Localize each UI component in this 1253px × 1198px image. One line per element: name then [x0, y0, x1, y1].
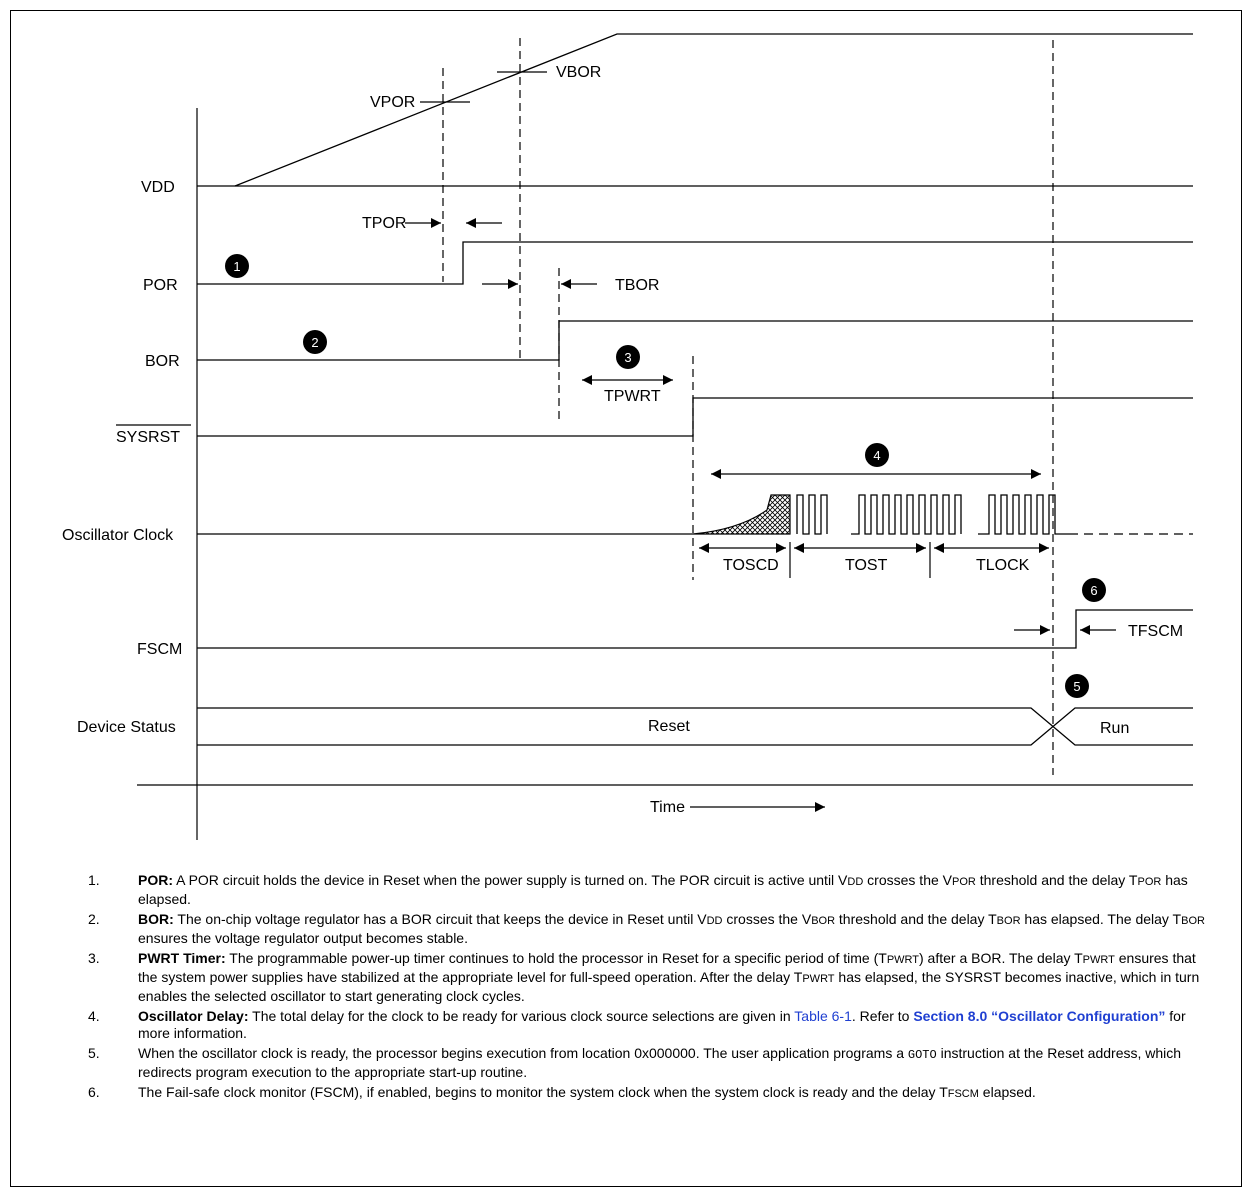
note-title: POR: — [138, 872, 173, 888]
note-3: 3. PWRT Timer: The programmable power-up… — [88, 950, 1200, 1004]
marker-3: 3 — [616, 345, 640, 369]
status-reset-text: Reset — [648, 718, 690, 735]
tbor-label: TBOR — [615, 277, 659, 294]
bor-trace — [197, 320, 1193, 361]
vdd-label: VDD — [141, 179, 175, 196]
oscillator-trace — [197, 494, 1193, 535]
marker-1: 1 — [225, 254, 249, 278]
marker-2: 2 — [303, 330, 327, 354]
marker-5: 5 — [1065, 674, 1089, 698]
note-title: Oscillator Delay: — [138, 1008, 249, 1024]
svg-text:4: 4 — [873, 448, 880, 463]
time-label: Time — [650, 799, 685, 816]
sysrst-trace — [197, 397, 1193, 437]
tfscm-label: TFSCM — [1128, 623, 1183, 640]
device-status-trace — [197, 707, 1193, 746]
note-1: 1. POR: A POR circuit holds the device i… — [88, 872, 1188, 907]
note-number: 1. — [88, 872, 100, 888]
note-number: 4. — [88, 1008, 100, 1024]
section-8-0-link[interactable]: Section 8.0 “Oscillator Configuration” — [913, 1008, 1166, 1024]
note-number: 2. — [88, 911, 100, 927]
note-number: 5. — [88, 1045, 100, 1061]
notes-list: 1. POR: A POR circuit holds the device i… — [88, 872, 1208, 1106]
marker-6: 6 — [1082, 578, 1106, 602]
sysrst-label: SYSRST — [116, 429, 180, 446]
status-label: Device Status — [77, 719, 176, 736]
timing-diagram: VDD VPOR VBOR TPOR POR TBOR BOR TPWRT SY… — [62, 33, 1193, 840]
tpor-label: TPOR — [362, 215, 406, 232]
goto-code: GOTO — [907, 1048, 937, 1062]
por-label: POR — [143, 277, 178, 294]
note-6: 6. The Fail-safe clock monitor (FSCM), i… — [88, 1084, 1036, 1100]
note-4: 4. Oscillator Delay: The total delay for… — [88, 1008, 1186, 1041]
vpor-label: VPOR — [370, 94, 415, 111]
osc-startup-envelope — [692, 494, 791, 535]
svg-text:5: 5 — [1073, 679, 1080, 694]
por-trace — [197, 241, 1193, 285]
note-5: 5. When the oscillator clock is ready, t… — [88, 1045, 1182, 1080]
svg-text:6: 6 — [1090, 583, 1097, 598]
figure-frame — [10, 10, 1242, 1187]
note-title: BOR: — [138, 911, 174, 927]
note-title: PWRT Timer: — [138, 950, 226, 966]
fscm-trace — [197, 609, 1193, 649]
svg-text:1: 1 — [233, 259, 240, 274]
vbor-label: VBOR — [556, 64, 601, 81]
svg-text:3: 3 — [624, 350, 631, 365]
tlock-label: TLOCK — [976, 557, 1030, 574]
bor-label: BOR — [145, 353, 180, 370]
note-number: 3. — [88, 950, 100, 966]
note-2: 2. BOR: The on-chip voltage regulator ha… — [88, 911, 1205, 946]
dashed-guides — [442, 38, 1054, 775]
tpwrt-label: TPWRT — [604, 388, 661, 405]
tost-label: TOST — [845, 557, 888, 574]
note-number: 6. — [88, 1084, 100, 1100]
vdd-trace — [197, 33, 1193, 187]
svg-text:2: 2 — [311, 335, 318, 350]
status-run-text: Run — [1100, 720, 1129, 737]
toscd-label: TOSCD — [723, 557, 779, 574]
osc-label: Oscillator Clock — [62, 527, 174, 544]
table-6-1-link[interactable]: Table 6-1 — [794, 1008, 852, 1024]
fscm-label: FSCM — [137, 641, 182, 658]
marker-4: 4 — [865, 443, 889, 467]
